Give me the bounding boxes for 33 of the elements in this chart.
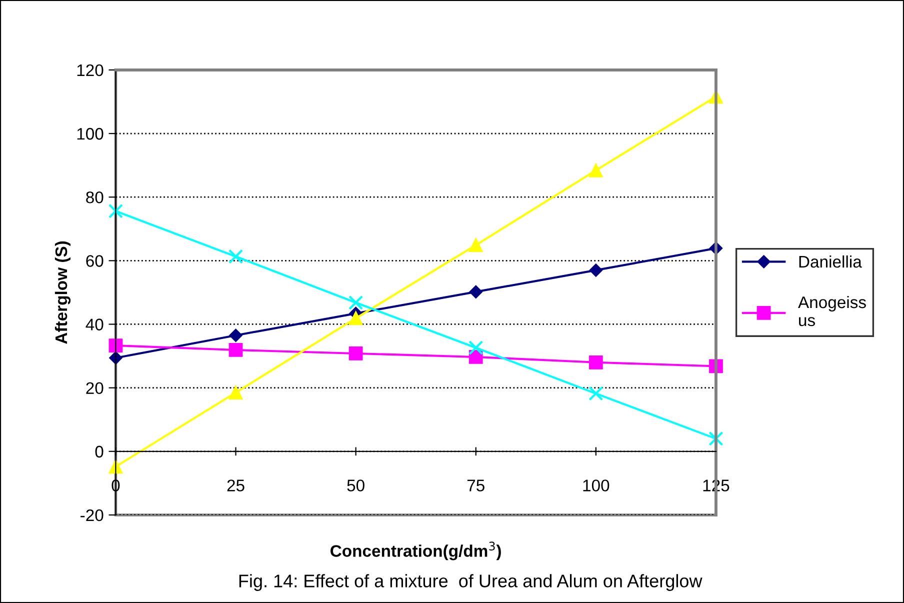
point — [588, 355, 603, 370]
caption: Fig. 14: Effect of a mixture of Urea and Alum on Afterglow — [239, 574, 702, 591]
x-tick-label: 100 — [583, 480, 610, 492]
point — [228, 343, 243, 357]
point — [468, 340, 484, 356]
point — [348, 295, 364, 310]
x-axis-title: Concentration(g/dm$^{3}$) — [330, 542, 501, 560]
legend-label: Anogeiss us — [798, 296, 866, 326]
y-tick-label: 80 — [86, 191, 104, 204]
point — [229, 328, 242, 342]
y-tick-label: 40 — [86, 318, 104, 330]
point — [589, 264, 603, 277]
x-tick-label: 75 — [467, 480, 484, 492]
point — [228, 249, 244, 264]
x-tick-label: 25 — [227, 480, 244, 492]
point — [468, 238, 483, 252]
y-tick-label: -20 — [80, 509, 104, 522]
point — [469, 285, 482, 298]
y-tick-label: 20 — [86, 382, 104, 394]
point — [348, 311, 363, 326]
y-tick-label: 0 — [95, 446, 104, 458]
point — [588, 386, 604, 401]
y-tick-label: 60 — [86, 255, 104, 267]
point — [228, 386, 243, 400]
y-tick-label: 120 — [77, 64, 104, 76]
y-tick-label: 100 — [77, 128, 104, 140]
point — [708, 431, 724, 446]
y-axis-title: Afterglow (S) — [54, 241, 71, 344]
x-tick-label: 50 — [347, 480, 364, 492]
point — [108, 204, 124, 218]
point — [588, 163, 603, 178]
point — [348, 346, 363, 360]
legend-label: Daniellia — [799, 255, 862, 268]
